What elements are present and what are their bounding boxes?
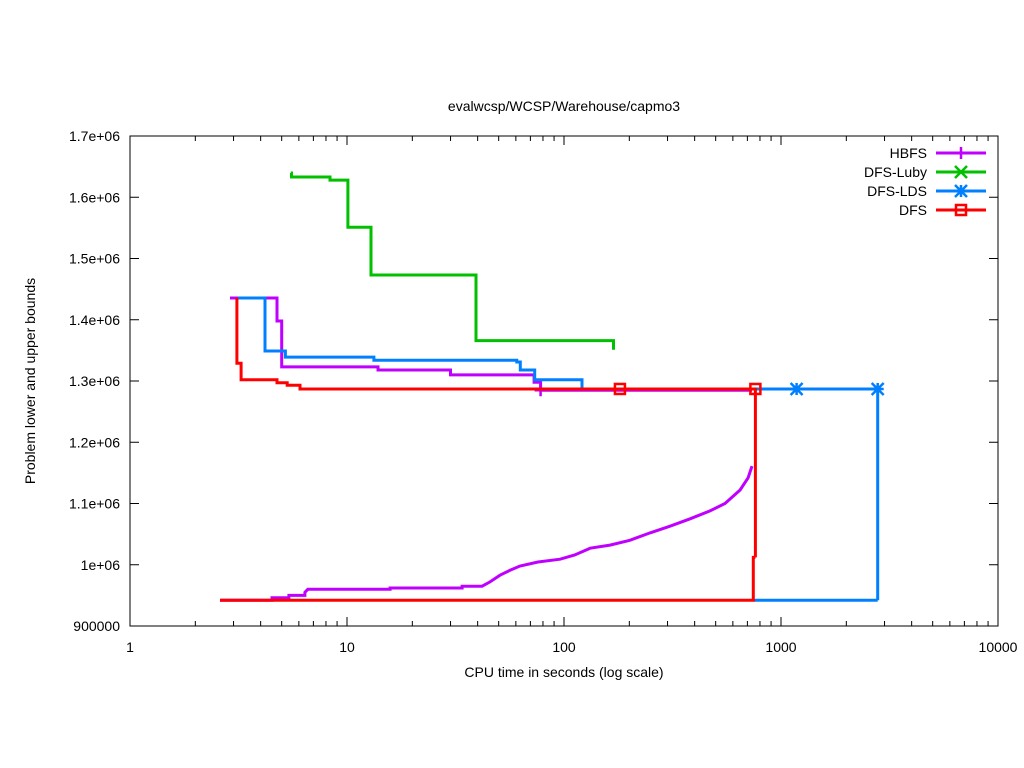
y-tick-label: 1.5e+06 [69, 251, 120, 267]
series-dfs-luby [290, 171, 615, 350]
y-tick-label: 1.2e+06 [69, 434, 120, 450]
series-dfs [220, 298, 762, 602]
dfs-lds-point-marker [789, 382, 804, 396]
chart-title: evalwcsp/WCSP/Warehouse/capmo3 [448, 98, 680, 114]
legend-label: DFS [899, 202, 927, 218]
dfs-point-marker [613, 382, 627, 396]
dfs-lds-point-marker [870, 382, 885, 396]
hbfs-lower-bound-line [220, 465, 754, 602]
legend-item-dfs-luby: DFS-Luby [864, 164, 986, 180]
y-tick-label: 1e+06 [81, 557, 121, 573]
legend-item-hbfs: HBFS [890, 145, 986, 161]
legend-label: DFS-Luby [864, 164, 927, 180]
x-tick-label: 100 [552, 639, 576, 655]
dfs-luby-upper-bound-line [290, 171, 615, 350]
x-tick-label: 1000 [765, 639, 796, 655]
legend: HBFS DFS-Luby DFS-LDS DFS [864, 145, 986, 218]
dfs-lds-upper-bound-line [238, 296, 880, 601]
hbfs-upper-bound-line [230, 296, 752, 392]
axis-ticks: 1 10 100 1000 10000 900000 1e+06 1.1e+06 1.2e+06… [69, 128, 1018, 655]
dfs-upper-bound-line [235, 298, 757, 558]
series-group [220, 171, 885, 602]
legend-marker [954, 203, 968, 217]
dfs-lower-bound-line [220, 555, 756, 602]
y-tick-label: 1.7e+06 [69, 128, 120, 144]
legend-item-dfs: DFS [899, 202, 986, 218]
legend-marker [954, 184, 968, 198]
legend-label: DFS-LDS [867, 183, 927, 199]
legend-marker [954, 165, 968, 179]
y-tick-label: 1.1e+06 [69, 496, 120, 512]
y-tick-label: 1.6e+06 [69, 189, 120, 205]
legend-marker [955, 147, 967, 159]
series-hbfs [220, 296, 754, 602]
y-tick-label: 900000 [73, 618, 120, 634]
x-tick-label: 10 [339, 639, 355, 655]
legend-label: HBFS [890, 145, 927, 161]
y-axis-label: Problem lower and upper bounds [22, 278, 38, 484]
x-axis-label: CPU time in seconds (log scale) [464, 664, 663, 680]
series-dfs-lds [238, 296, 885, 602]
x-tick-label: 1 [126, 639, 134, 655]
x-tick-label: 10000 [979, 639, 1018, 655]
legend-item-dfs-lds: DFS-LDS [867, 183, 986, 199]
dfs-point-marker [749, 382, 762, 396]
y-tick-label: 1.4e+06 [69, 312, 120, 328]
y-tick-label: 1.3e+06 [69, 373, 120, 389]
